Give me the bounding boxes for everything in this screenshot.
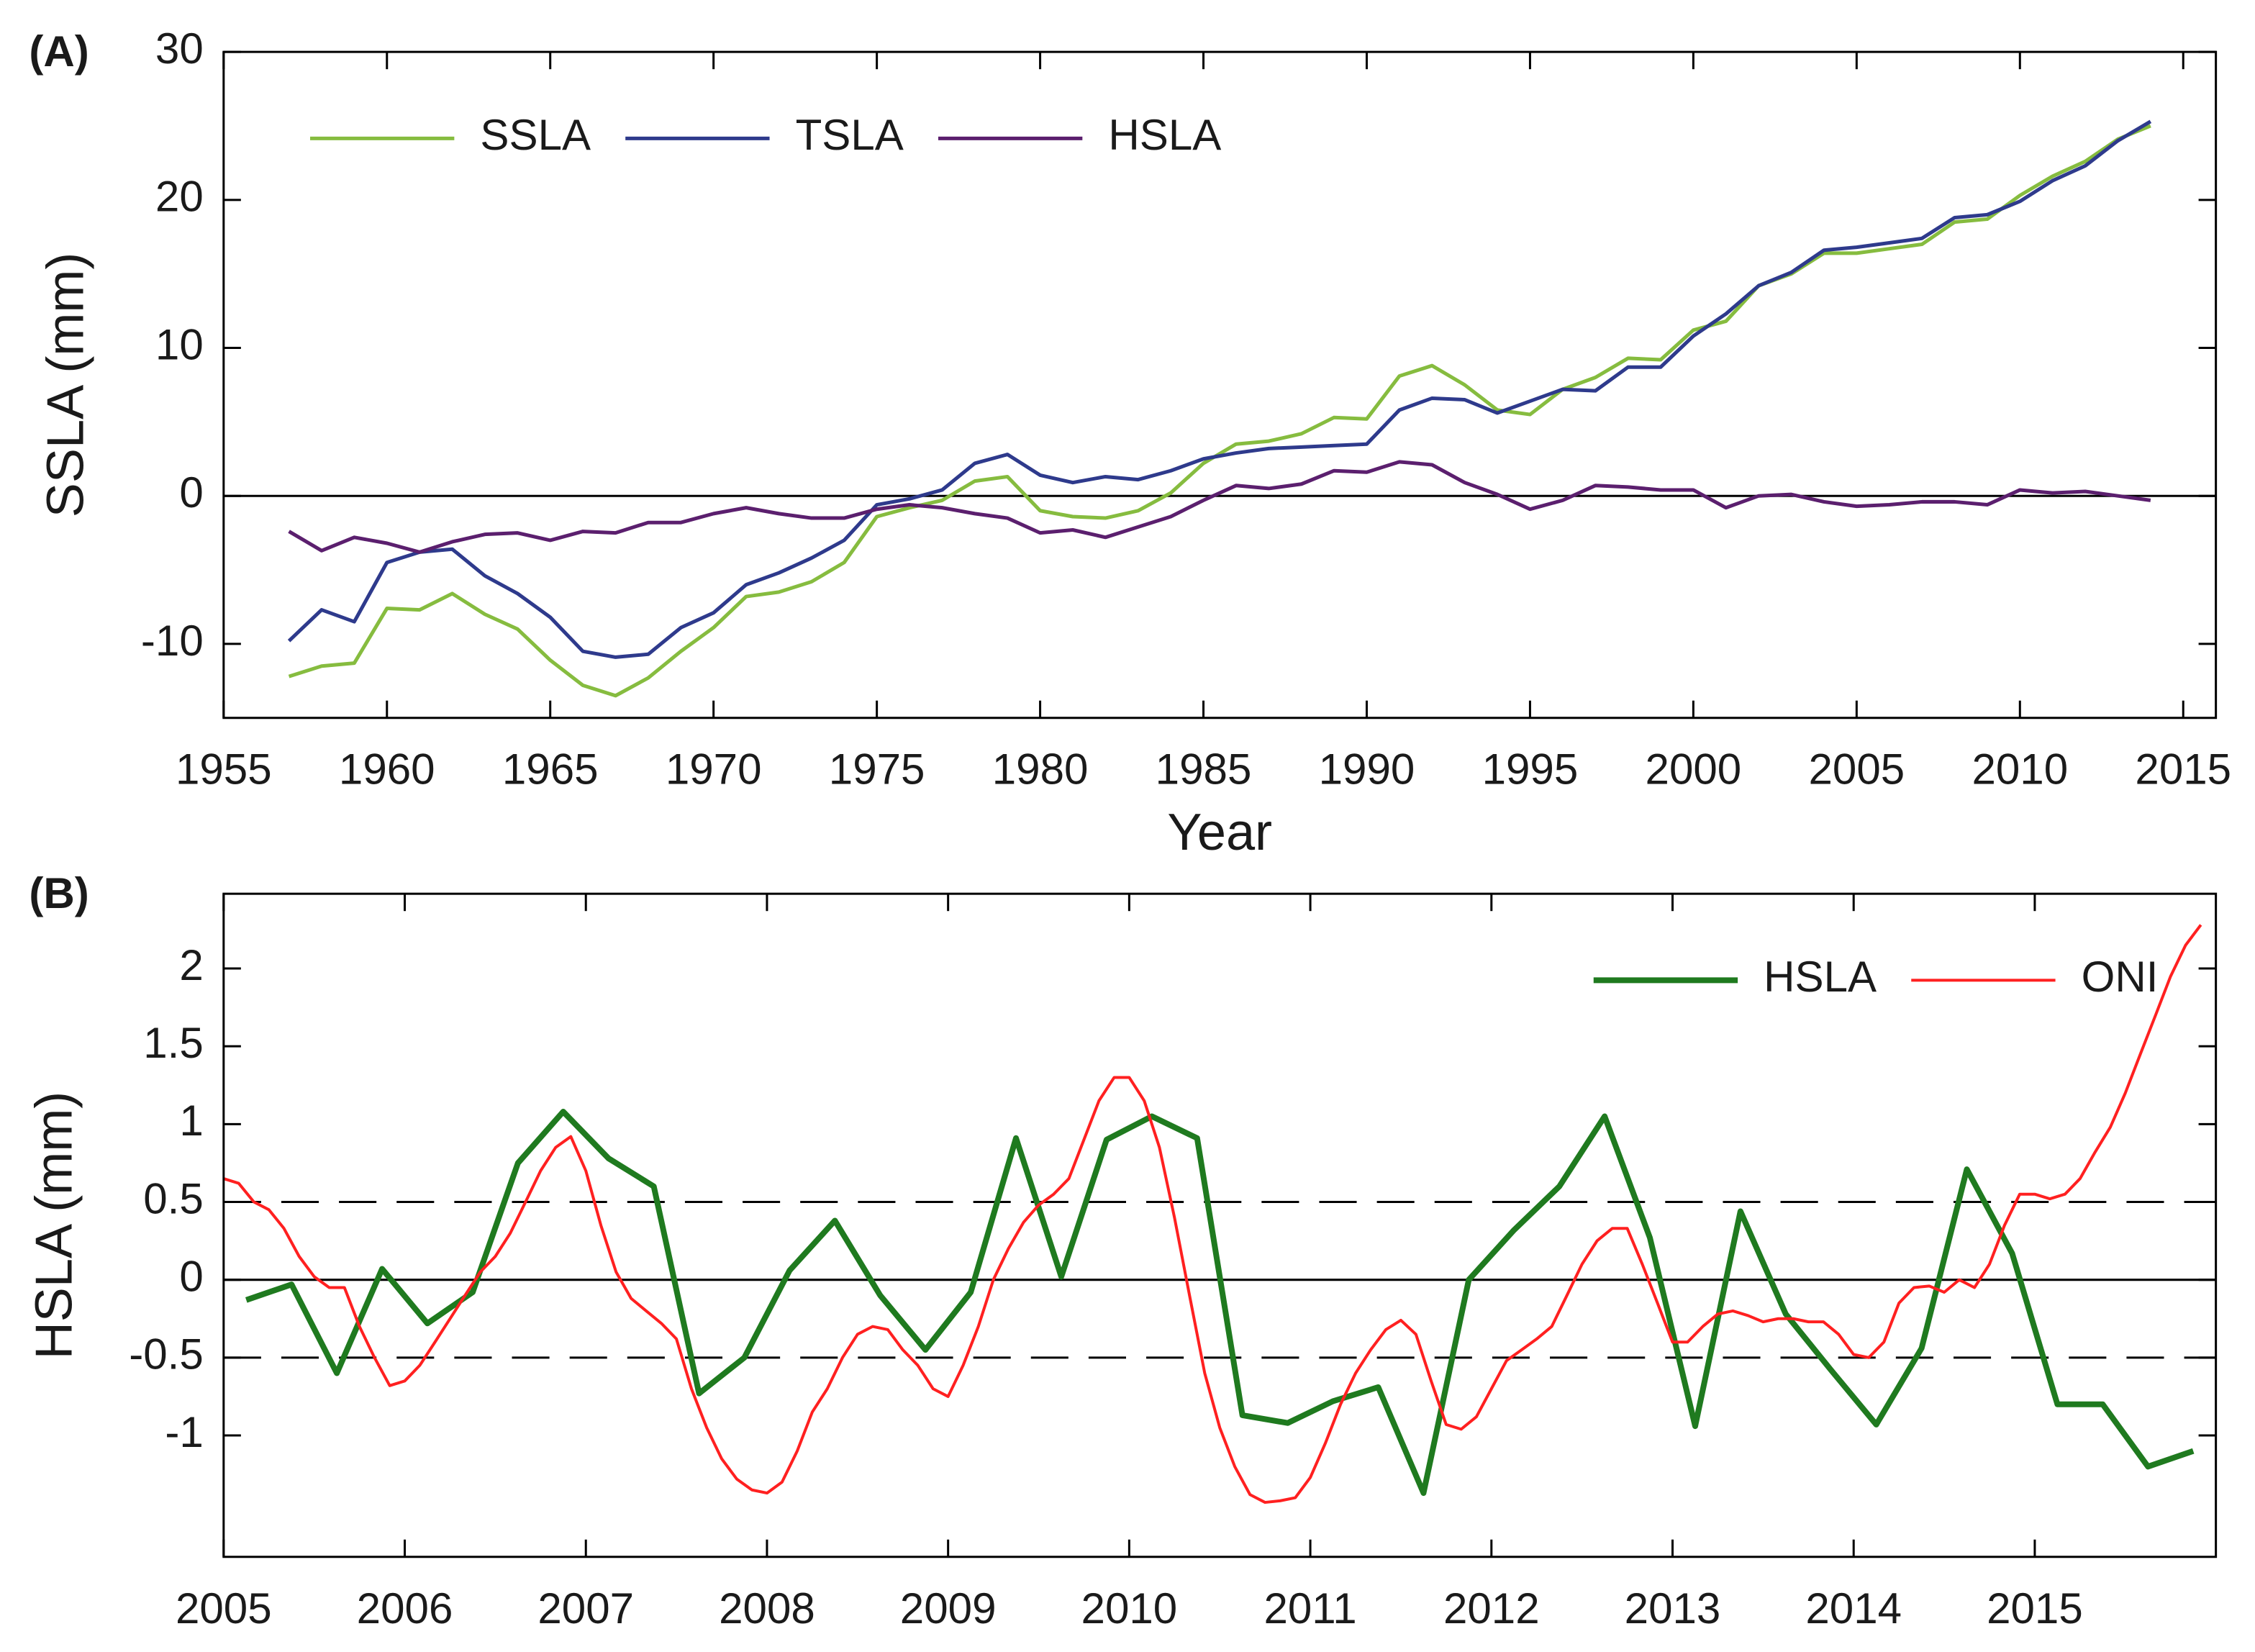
plot-frame bbox=[222, 892, 2218, 1558]
x-tick-label: 1985 bbox=[1156, 745, 1252, 794]
series-line bbox=[287, 119, 2152, 659]
series-line bbox=[288, 124, 2151, 698]
x-tick-label: 2013 bbox=[1625, 1584, 1721, 1633]
legend-label: ONI bbox=[2082, 953, 2159, 1001]
x-axis-label: Year bbox=[1167, 804, 1272, 861]
y-tick-label: 1 bbox=[179, 1097, 203, 1145]
y-tick-label: 2 bbox=[179, 941, 203, 989]
y-tick-label: 0 bbox=[179, 468, 203, 517]
x-tick-label: 2015 bbox=[2135, 745, 2231, 794]
x-tick-label: 2000 bbox=[1646, 745, 1742, 794]
x-tick-label: 2010 bbox=[1081, 1584, 1178, 1633]
y-axis-label: SSLA (mm) bbox=[37, 253, 94, 518]
x-tick-label: 2007 bbox=[537, 1584, 634, 1633]
panel-label: (A) bbox=[29, 27, 89, 76]
x-tick-label: 1980 bbox=[992, 745, 1089, 794]
y-tick-label: 0.5 bbox=[143, 1174, 204, 1222]
legend-label: HSLA bbox=[1108, 111, 1221, 159]
x-tick-label: 2010 bbox=[1972, 745, 2068, 794]
x-tick-label: 1965 bbox=[502, 745, 599, 794]
legend-label: HSLA bbox=[1764, 953, 1877, 1001]
plot-frame bbox=[222, 50, 2218, 720]
x-tick-label: 1995 bbox=[1482, 745, 1579, 794]
legend-label: TSLA bbox=[796, 111, 904, 159]
x-tick-label: 1955 bbox=[176, 745, 272, 794]
series-line bbox=[245, 1109, 2195, 1497]
x-tick-label: 1960 bbox=[339, 745, 435, 794]
x-tick-label: 2005 bbox=[1808, 745, 1905, 794]
panel-label: (B) bbox=[29, 869, 89, 917]
y-axis-label: HSLA (mm) bbox=[25, 1092, 83, 1360]
x-tick-label: 1970 bbox=[666, 745, 762, 794]
y-tick-label: 20 bbox=[155, 173, 204, 221]
x-tick-label: 1990 bbox=[1319, 745, 1415, 794]
x-tick-label: 2014 bbox=[1805, 1584, 1902, 1633]
y-tick-label: 30 bbox=[155, 24, 204, 73]
x-tick-label: 1975 bbox=[829, 745, 925, 794]
x-tick-label: 2009 bbox=[900, 1584, 997, 1633]
x-tick-label: 2008 bbox=[719, 1584, 815, 1633]
x-tick-label: 2012 bbox=[1443, 1584, 1540, 1633]
y-tick-label: 1.5 bbox=[143, 1019, 204, 1067]
legend-label: SSLA bbox=[480, 111, 591, 159]
series-line bbox=[288, 460, 2151, 554]
y-tick-label: -0.5 bbox=[129, 1330, 204, 1379]
x-tick-label: 2011 bbox=[1263, 1584, 1356, 1633]
series-line bbox=[223, 924, 2202, 1504]
y-tick-label: -1 bbox=[165, 1408, 203, 1456]
x-tick-label: 2006 bbox=[357, 1584, 453, 1633]
x-tick-label: 2015 bbox=[1987, 1584, 2083, 1633]
x-tick-label: 2005 bbox=[176, 1584, 272, 1633]
y-tick-label: -10 bbox=[141, 617, 204, 665]
y-tick-label: 0 bbox=[179, 1253, 203, 1301]
y-tick-label: 10 bbox=[155, 320, 204, 368]
